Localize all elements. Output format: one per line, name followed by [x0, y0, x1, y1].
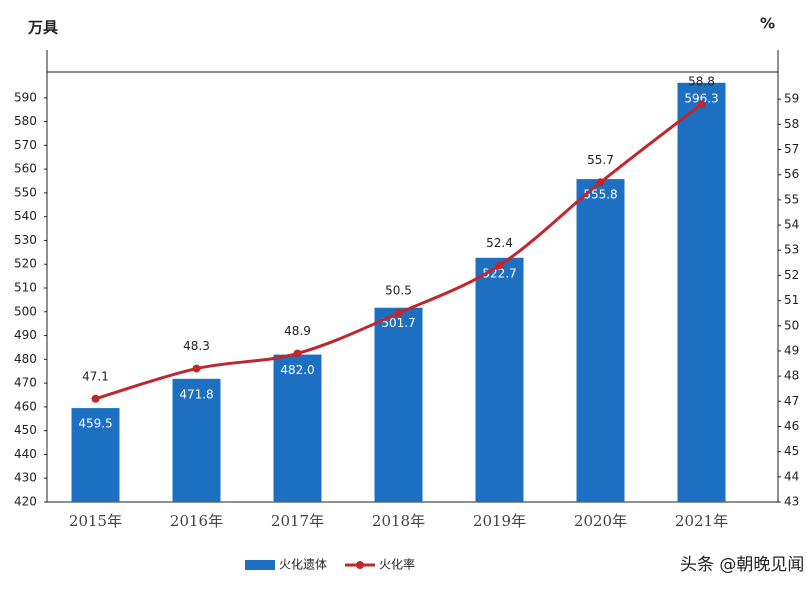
y2-tick-label: 57	[784, 142, 799, 156]
y-tick-label: 480	[14, 352, 37, 366]
bar	[172, 378, 221, 502]
legend-swatch	[245, 560, 275, 570]
bar-label: 501.7	[381, 316, 415, 330]
line-label: 52.4	[486, 236, 513, 250]
y-tick-label: 470	[14, 376, 37, 390]
line-marker	[293, 349, 302, 358]
y-tick-label: 550	[14, 185, 37, 199]
x-tick-label: 2019年	[473, 512, 526, 530]
y2-tick-label: 58	[784, 117, 799, 131]
y2-tick-label: 54	[784, 218, 799, 232]
line-marker	[697, 100, 706, 109]
y2-tick-label: 43	[784, 495, 799, 509]
y-unit: 万具	[27, 19, 58, 37]
y-tick-label: 590	[14, 90, 37, 104]
line-label: 47.1	[82, 369, 109, 383]
line-marker	[596, 178, 605, 187]
line-label: 48.3	[183, 339, 210, 353]
y-tick-label: 460	[14, 399, 37, 413]
bar-label: 596.3	[684, 91, 718, 105]
y2-tick-label: 50	[784, 318, 799, 332]
legend-label: 火化遗体	[279, 558, 327, 572]
y-tick-label: 510	[14, 281, 37, 295]
y-tick-label: 420	[14, 495, 37, 509]
x-tick-label: 2018年	[372, 512, 425, 530]
line-marker	[495, 261, 504, 270]
y-tick-label: 530	[14, 233, 37, 247]
line-label: 58.8	[688, 75, 715, 89]
line-marker	[91, 394, 100, 403]
legend-label: 火化率	[379, 557, 415, 572]
watermark: 头条 @朝晚见闻	[680, 555, 804, 575]
y2-tick-label: 59	[784, 92, 799, 106]
x-tick-label: 2021年	[675, 512, 728, 530]
line-label: 55.7	[587, 153, 614, 167]
y-tick-label: 560	[14, 162, 37, 176]
y-tick-label: 520	[14, 257, 37, 271]
y2-tick-label: 49	[784, 343, 799, 357]
bar-label: 482.0	[280, 363, 314, 377]
line-label: 50.5	[385, 284, 412, 298]
y2-tick-label: 52	[784, 268, 799, 282]
y2-unit: %	[760, 15, 775, 33]
y-tick-label: 440	[14, 447, 37, 461]
bar-label: 471.8	[179, 387, 213, 401]
y2-tick-label: 48	[784, 369, 799, 383]
bar-label: 555.8	[583, 188, 617, 202]
y-tick-label: 570	[14, 138, 37, 152]
y-tick-label: 580	[14, 114, 37, 128]
y-tick-label: 450	[14, 423, 37, 437]
bar	[273, 354, 322, 502]
bar	[677, 82, 726, 502]
y2-tick-label: 44	[784, 469, 799, 483]
y-tick-label: 430	[14, 471, 37, 485]
line-marker	[192, 364, 201, 373]
line-label: 48.9	[284, 324, 311, 338]
x-tick-label: 2016年	[170, 512, 223, 530]
y-tick-label: 500	[14, 304, 37, 318]
x-tick-label: 2020年	[574, 512, 627, 530]
line-marker	[394, 309, 403, 318]
legend-swatch	[356, 561, 364, 569]
y-tick-label: 540	[14, 209, 37, 223]
bar-label: 459.5	[78, 417, 112, 431]
y2-tick-label: 53	[784, 243, 799, 257]
bar	[576, 179, 625, 502]
y2-tick-label: 56	[784, 167, 799, 181]
bar	[71, 408, 120, 502]
bar	[374, 307, 423, 502]
y2-tick-label: 55	[784, 192, 799, 206]
y2-tick-label: 47	[784, 394, 799, 408]
x-tick-label: 2017年	[271, 512, 324, 530]
y-tick-label: 490	[14, 328, 37, 342]
y2-tick-label: 46	[784, 419, 799, 433]
bar	[475, 257, 524, 502]
x-tick-label: 2015年	[69, 512, 122, 530]
y2-tick-label: 51	[784, 293, 799, 307]
y2-tick-label: 45	[784, 444, 799, 458]
